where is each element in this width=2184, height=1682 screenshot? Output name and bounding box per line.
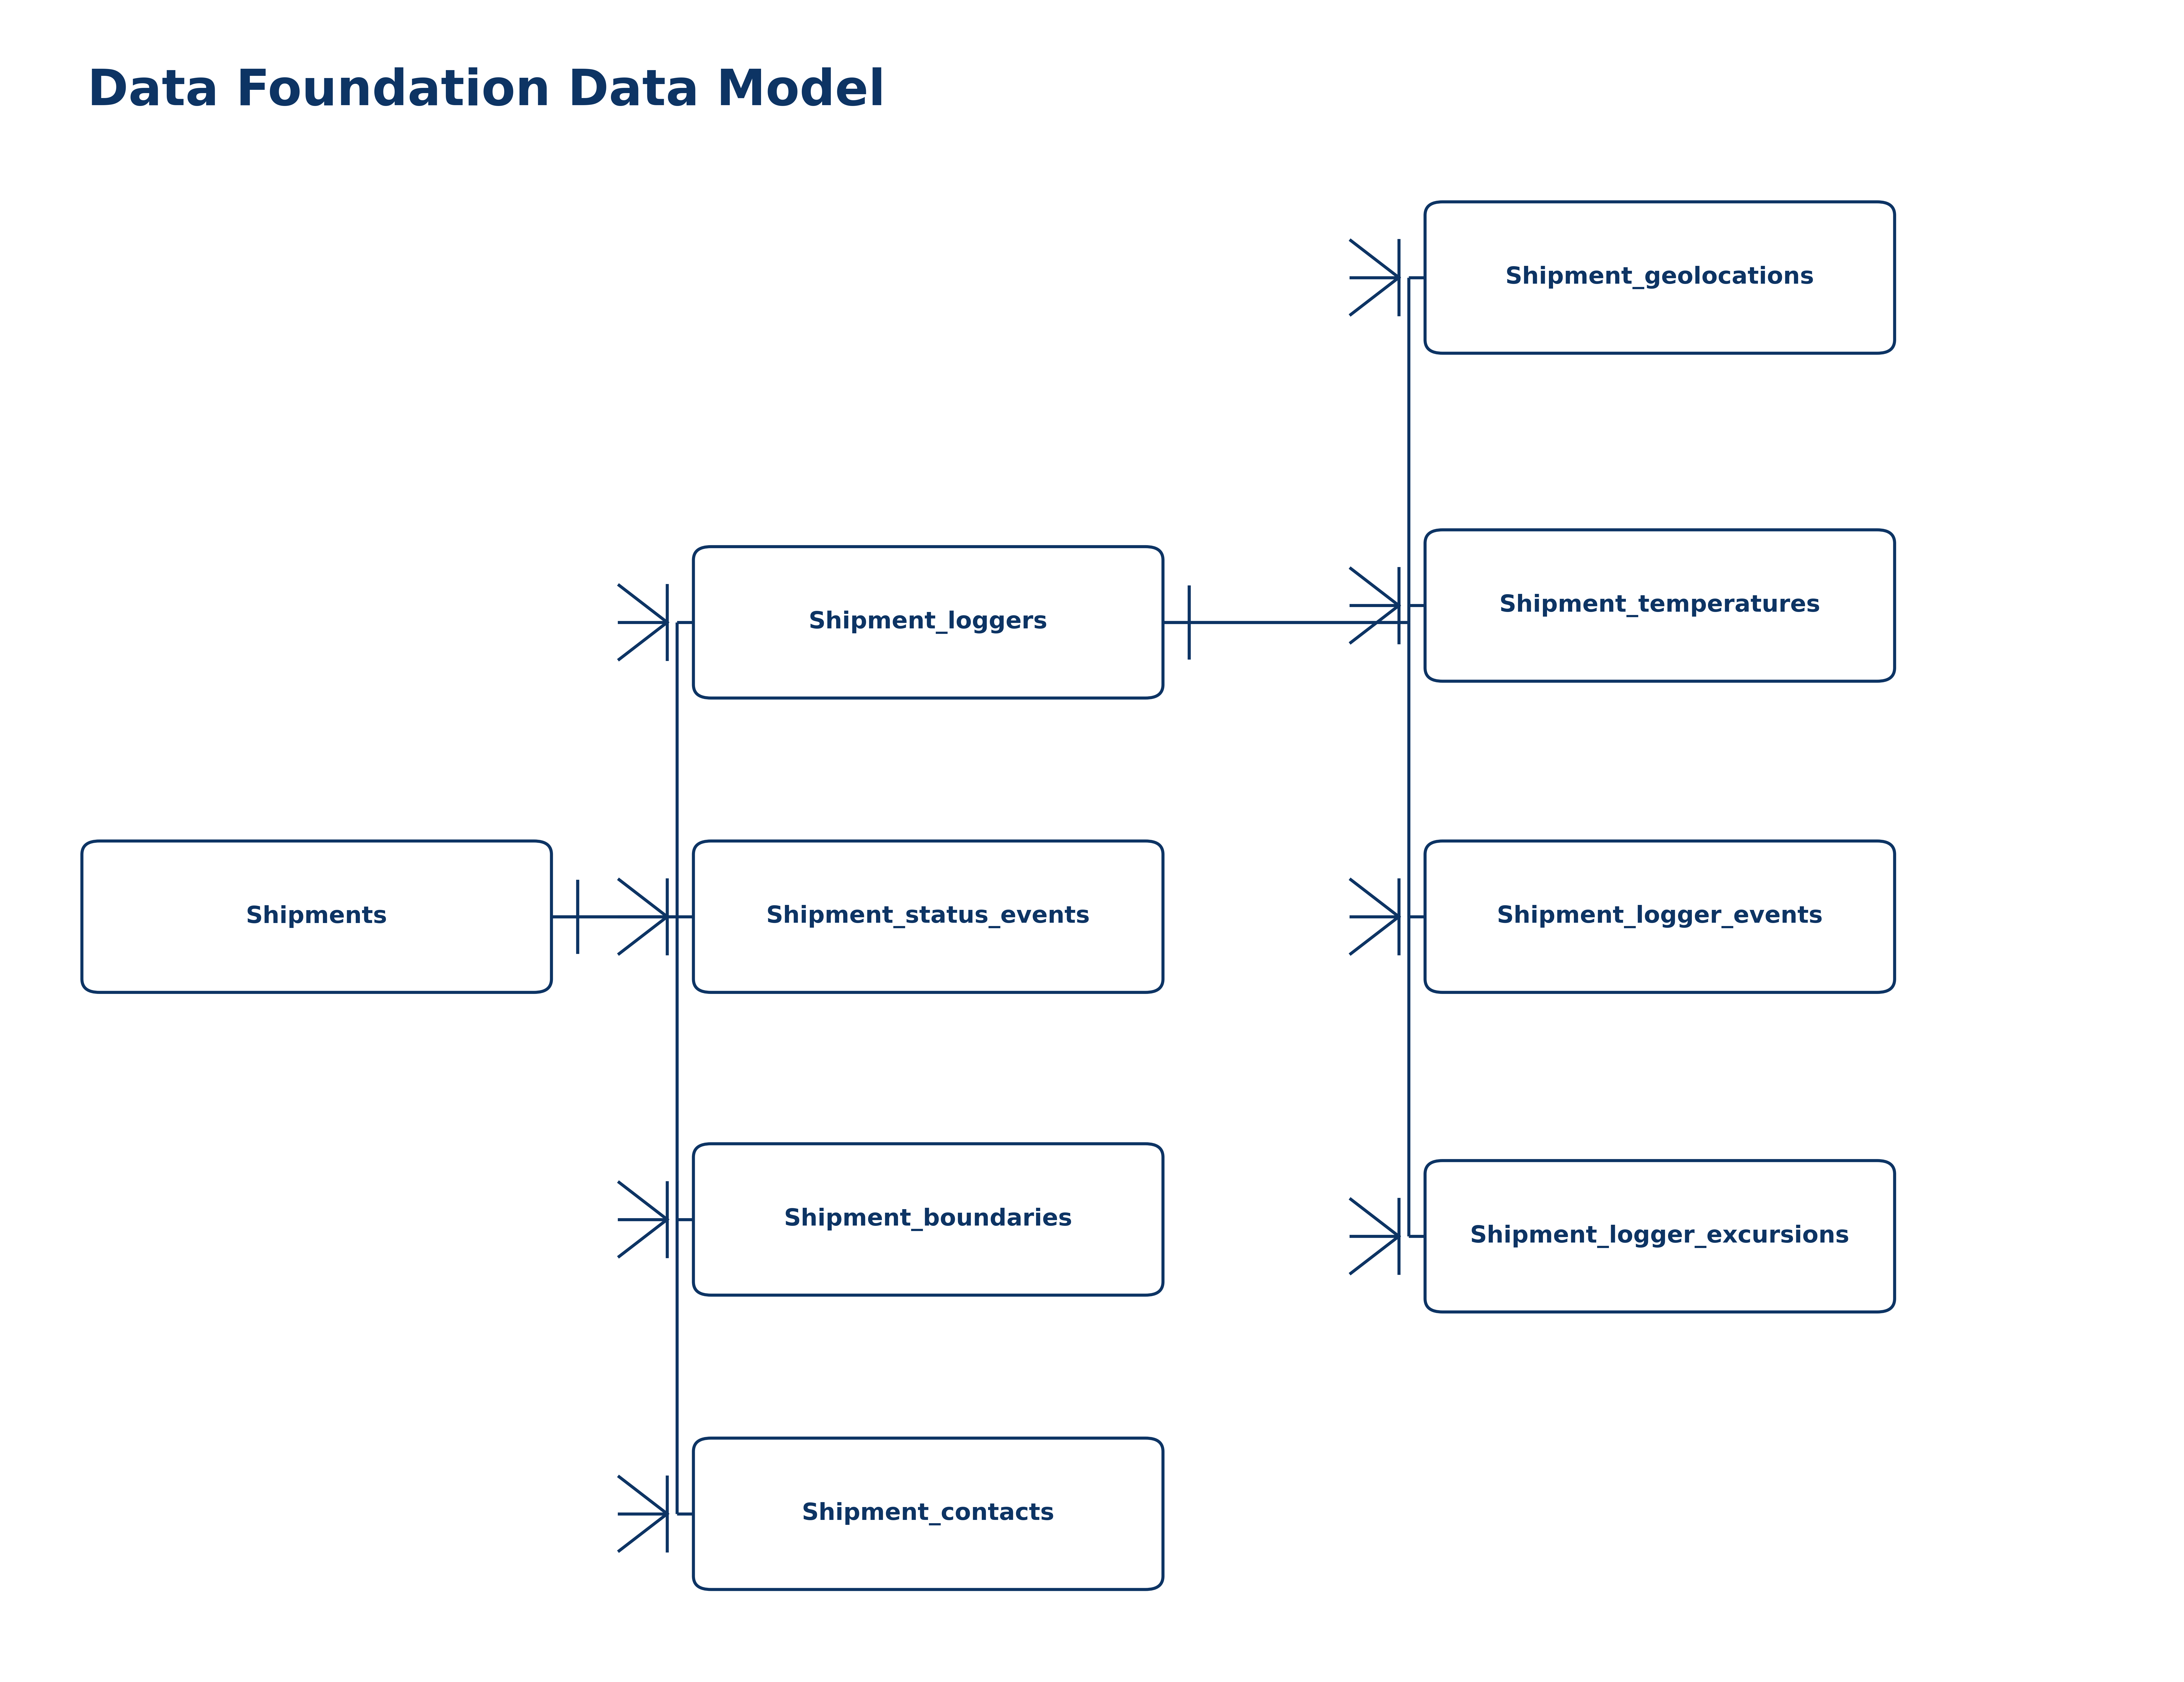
Text: Shipment_boundaries: Shipment_boundaries: [784, 1208, 1072, 1231]
FancyBboxPatch shape: [1424, 530, 1894, 681]
Text: Shipment_logger_excursions: Shipment_logger_excursions: [1470, 1224, 1850, 1248]
Text: Shipment_temperatures: Shipment_temperatures: [1498, 594, 1821, 617]
FancyBboxPatch shape: [1424, 202, 1894, 353]
FancyBboxPatch shape: [1424, 841, 1894, 992]
Text: Shipment_status_events: Shipment_status_events: [767, 905, 1090, 928]
FancyBboxPatch shape: [1424, 1161, 1894, 1312]
Text: Shipment_loggers: Shipment_loggers: [808, 611, 1048, 634]
FancyBboxPatch shape: [695, 547, 1162, 698]
Text: Shipment_logger_events: Shipment_logger_events: [1496, 905, 1824, 928]
Text: Shipment_contacts: Shipment_contacts: [802, 1502, 1055, 1526]
FancyBboxPatch shape: [695, 1438, 1162, 1589]
Text: Data Foundation Data Model: Data Foundation Data Model: [87, 67, 885, 116]
Text: Shipments: Shipments: [247, 905, 387, 928]
FancyBboxPatch shape: [695, 841, 1162, 992]
FancyBboxPatch shape: [81, 841, 550, 992]
Text: Shipment_geolocations: Shipment_geolocations: [1505, 266, 1815, 289]
FancyBboxPatch shape: [695, 1144, 1162, 1295]
